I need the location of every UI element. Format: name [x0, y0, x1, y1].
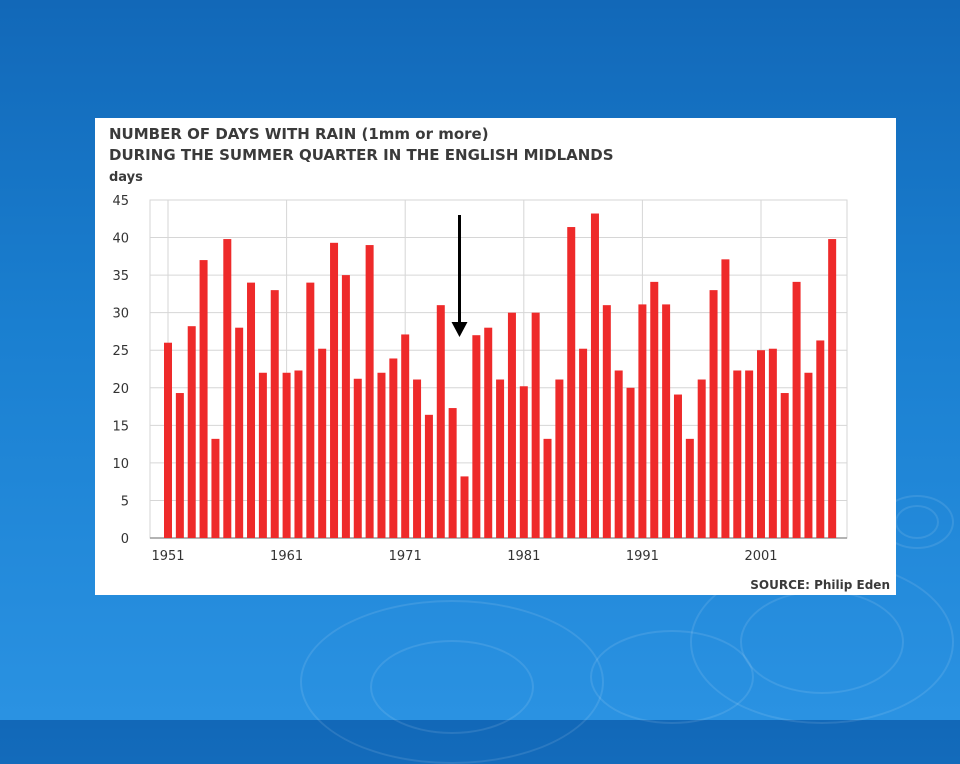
y-tick-label: 25 [112, 344, 129, 359]
bar [590, 213, 599, 538]
bar [626, 387, 635, 538]
bar [247, 282, 256, 538]
bar [413, 379, 422, 538]
bar [662, 304, 671, 538]
bar [555, 379, 564, 538]
bar [531, 312, 540, 538]
bar [780, 393, 789, 538]
bar [650, 281, 659, 538]
bar [638, 304, 647, 538]
y-tick-label: 30 [112, 307, 129, 322]
y-tick-label: 0 [121, 532, 129, 547]
bar [709, 290, 718, 538]
bar [365, 245, 374, 539]
chart-title-line-1: NUMBER OF DAYS WITH RAIN (1mm or more) [109, 125, 489, 143]
bar [685, 438, 694, 538]
bar [448, 408, 457, 538]
bar [614, 370, 623, 538]
annotation-arrow [451, 215, 468, 337]
bar [377, 372, 386, 538]
y-tick-label: 15 [112, 419, 129, 434]
bar [270, 290, 279, 538]
bar [697, 379, 706, 538]
bar [389, 358, 398, 538]
bar [460, 476, 469, 538]
bar [745, 370, 754, 538]
bar [235, 327, 244, 538]
source-credit: SOURCE: Philip Eden [750, 578, 890, 592]
ripple-decoration [590, 630, 754, 724]
x-tick-label: 1961 [270, 549, 303, 564]
bar [306, 282, 315, 538]
bar [318, 348, 327, 538]
bar [436, 305, 445, 538]
bar [199, 260, 208, 538]
x-tick-label: 1951 [151, 549, 184, 564]
y-axis-ticks: 0 5 10 15 20 25 30 35 40 45 [112, 194, 129, 547]
bar [519, 386, 528, 538]
bar [579, 348, 588, 538]
bar [223, 239, 232, 538]
bar [567, 227, 576, 538]
bar [175, 393, 184, 538]
bar [507, 312, 516, 538]
bar [721, 259, 730, 538]
bar [282, 372, 291, 538]
bar [484, 327, 493, 538]
x-tick-label: 2001 [744, 549, 777, 564]
bar [828, 239, 837, 538]
x-axis-ticks: 1951 1961 1971 1981 1991 2001 [151, 549, 777, 564]
bar [294, 370, 303, 538]
bar [768, 348, 777, 538]
x-tick-label: 1991 [626, 549, 659, 564]
bar [733, 370, 742, 538]
bar [602, 305, 611, 538]
y-tick-label: 35 [112, 269, 129, 284]
bar-chart: NUMBER OF DAYS WITH RAIN (1mm or more) D… [109, 125, 890, 592]
chart-panel: NUMBER OF DAYS WITH RAIN (1mm or more) D… [95, 118, 896, 595]
ripple-decoration [895, 505, 939, 539]
bar [673, 394, 682, 538]
y-tick-label: 10 [112, 457, 129, 472]
ripple-decoration [740, 590, 904, 694]
bar [816, 340, 825, 538]
y-tick-label: 5 [121, 494, 129, 509]
bar [472, 335, 481, 538]
bar [401, 334, 410, 538]
bar [211, 438, 220, 538]
bar [341, 275, 350, 538]
y-axis-label: days [109, 170, 143, 185]
annotation-arrow-head [451, 322, 468, 337]
bar [353, 378, 362, 538]
x-tick-label: 1971 [389, 549, 422, 564]
bar [804, 372, 813, 538]
bar [258, 372, 267, 538]
bar [757, 350, 765, 538]
bar [424, 414, 433, 538]
bar [543, 438, 552, 538]
bar [330, 242, 339, 538]
y-tick-label: 20 [112, 382, 129, 397]
bar [496, 379, 505, 538]
x-tick-label: 1981 [507, 549, 540, 564]
y-tick-label: 40 [112, 232, 129, 247]
chart-title-line-2: DURING THE SUMMER QUARTER IN THE ENGLISH… [109, 146, 614, 164]
bar [187, 326, 196, 538]
bar [792, 281, 801, 538]
y-tick-label: 45 [112, 194, 129, 209]
bars [164, 213, 837, 539]
bar [164, 342, 172, 538]
